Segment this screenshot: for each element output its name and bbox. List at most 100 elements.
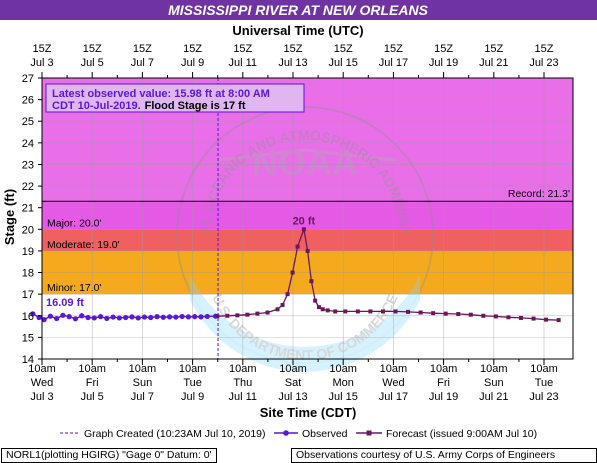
top-tick-time: 15Z	[484, 43, 503, 55]
observed-point	[116, 315, 122, 321]
forecast-point	[544, 317, 549, 322]
x-tick-date: Jul 13	[278, 391, 307, 403]
x-tick-date: Jul 17	[379, 391, 408, 403]
forecast-point	[280, 302, 285, 307]
info-line-2: CDT 10-Jul-2019. Flood Stage is 17 ft	[52, 100, 246, 112]
top-tick-date: Jul 7	[131, 57, 154, 69]
x-tick-time: 10am	[380, 363, 408, 375]
observed-point	[97, 314, 104, 320]
forecast-point	[245, 312, 250, 317]
observed-point	[41, 317, 47, 323]
x-tick-time: 10am	[229, 363, 257, 375]
x-tick-date: Jul 19	[429, 391, 458, 403]
observed-point	[148, 314, 154, 321]
y-tick-label: 19	[22, 246, 34, 258]
x-tick-day: Fri	[86, 377, 99, 389]
x-tick-time: 10am	[129, 363, 157, 375]
top-tick-date: Jul 3	[30, 57, 53, 69]
x-tick-day: Sun	[133, 377, 153, 389]
band-major	[42, 201, 573, 230]
forecast-point	[418, 310, 423, 315]
axes: 14 15 16 17 18 19 20 21 22 23 24 25 26 27 10am Wed Jul 3…	[22, 43, 574, 403]
top-axis-title: Universal Time (UTC)	[232, 23, 363, 38]
top-tick-time: 15Z	[33, 43, 52, 55]
footer-datum: NORL1(plotting HGIRG) "Gage 0" Datum: 0'	[1, 448, 217, 463]
top-tick-date: Jul 9	[181, 57, 204, 69]
x-tick-time: 10am	[530, 363, 558, 375]
chart-title: MISSISSIPPI RIVER AT NEW ORLEANS	[168, 2, 428, 18]
forecast-point	[343, 309, 348, 314]
top-tick-time: 15Z	[434, 43, 453, 55]
observed-point	[135, 315, 141, 321]
y-tick-label: 22	[22, 181, 34, 193]
title-bar	[0, 0, 597, 20]
forecast-point	[456, 312, 461, 317]
forecast-point	[265, 310, 270, 315]
observed-point	[85, 314, 91, 321]
legend-forecast: Forecast (issued 9:00AM Jul 10)	[386, 428, 537, 440]
observed-point	[79, 313, 85, 319]
forecast-point	[380, 309, 385, 314]
forecast-point	[368, 309, 373, 314]
forecast-point	[301, 227, 306, 232]
forecast-point	[313, 298, 318, 303]
forecast-peak-label: 20 ft	[293, 215, 316, 227]
flood-band-labels: Record: 21.3' Minor: 17.0' Moderate: 19.0'…	[47, 78, 570, 359]
observed-point	[179, 313, 185, 320]
y-tick-label: 24	[22, 138, 34, 150]
top-tick-time: 15Z	[384, 43, 403, 55]
observed-point	[110, 314, 116, 320]
observed-point	[204, 313, 210, 320]
observed-point	[141, 314, 148, 320]
y-tick-label: 23	[22, 159, 34, 171]
forecast-point	[493, 314, 498, 319]
forecast-point	[235, 313, 240, 318]
top-tick-time: 15Z	[183, 43, 202, 55]
x-tick-day: Fri	[437, 377, 450, 389]
x-tick-time: 10am	[430, 363, 458, 375]
y-tick-label: 27	[22, 73, 34, 85]
footer-credit: Observations courtesy of U.S. Army Corps…	[291, 448, 597, 463]
top-tick-time: 15Z	[334, 43, 353, 55]
forecast-point	[556, 318, 561, 323]
x-tick-date: Jul 5	[81, 391, 104, 403]
forecast-point	[406, 309, 411, 314]
x-tick-day: Sat	[285, 377, 302, 389]
observed-point	[173, 314, 179, 320]
legend: Graph Created (10:23AM Jul 10, 2019) Obs…	[60, 428, 537, 440]
forecast-point	[305, 248, 310, 253]
y-tick-label: 26	[22, 95, 34, 107]
top-tick-time: 15Z	[284, 43, 303, 55]
observed-point	[72, 316, 79, 322]
y-tick-label: 15	[22, 332, 34, 344]
x-tick-time: 10am	[279, 363, 307, 375]
top-tick-time: 15Z	[83, 43, 102, 55]
top-tick-date: Jul 19	[429, 57, 458, 69]
info-line-1: Latest observed value: 15.98 ft at 8:00 …	[52, 88, 270, 100]
observed-point	[129, 314, 135, 320]
x-tick-date: Jul 11	[229, 391, 258, 403]
plot-frame	[41, 77, 574, 360]
observed-point	[47, 313, 53, 319]
legend-observed: Observed	[302, 428, 348, 440]
x-tick-day: Wed	[31, 377, 53, 389]
footer: NORL1(plotting HGIRG) "Gage 0" Datum: 0'…	[0, 446, 597, 463]
x-tick-date: Jul 23	[529, 391, 558, 403]
x-tick-day: Tue	[183, 377, 202, 389]
x-tick-time: 10am	[78, 363, 106, 375]
y-tick-label: 21	[22, 203, 34, 215]
noaa-watermark-text: NOAA	[252, 142, 358, 183]
y-axis-title: Stage (ft)	[2, 189, 17, 245]
top-tick-time: 15Z	[535, 43, 554, 55]
data-series: 16.09 ft 20 ft	[30, 215, 561, 323]
bottom-axis-title: Site Time (CDT)	[260, 405, 357, 420]
band-label-major: Major: 20.0'	[47, 217, 102, 229]
x-tick-date: Jul 9	[181, 391, 204, 403]
top-tick-date: Jul 23	[529, 57, 558, 69]
observed-point	[198, 314, 204, 320]
observed-point	[160, 314, 166, 320]
y-tick-label: 20	[22, 224, 34, 236]
x-tick-day: Tue	[535, 377, 554, 389]
x-tick-day: Sun	[484, 377, 504, 389]
legend-created: Graph Created (10:23AM Jul 10, 2019)	[84, 428, 266, 440]
